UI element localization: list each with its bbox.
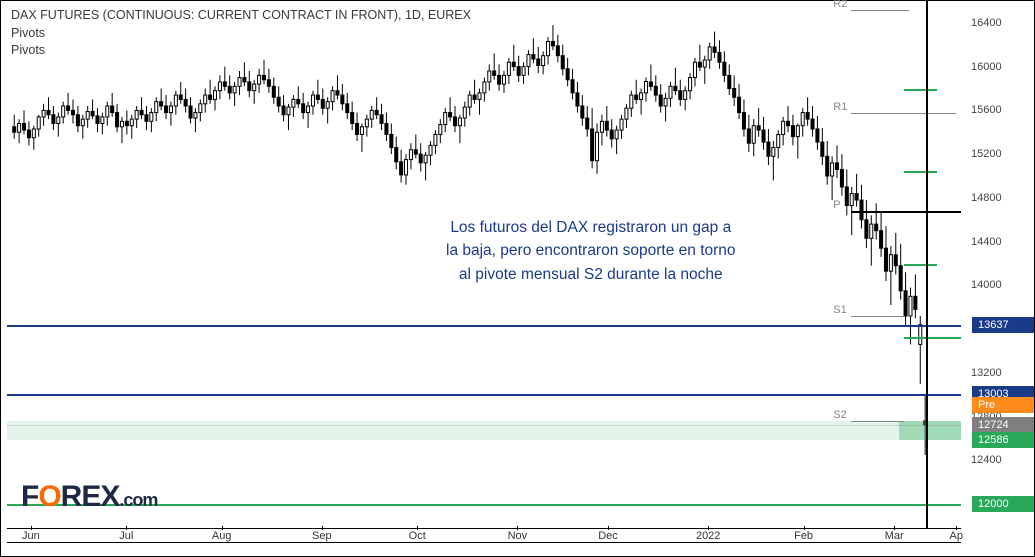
x-tick-label: Ap	[949, 530, 962, 542]
s2-band	[7, 421, 961, 440]
x-tick-label: Mar	[885, 530, 904, 542]
pivot-line-r1	[851, 113, 956, 114]
pivot-short-green	[904, 337, 961, 339]
x-tick-label: Jul	[119, 530, 133, 542]
pivot-label-r2: R2	[833, 0, 847, 10]
price-tag: 12586	[972, 432, 1034, 448]
pivot-line-p	[851, 211, 961, 213]
support-resistance-line	[7, 394, 961, 396]
pivot-short-green	[904, 89, 937, 91]
price-tag: 13637	[972, 317, 1034, 333]
y-tick: 15600	[971, 104, 1026, 116]
annotation-line: al pivote mensual S2 durante la noche	[446, 263, 736, 286]
x-tick-label: Jun	[22, 530, 40, 542]
annotation-text: Los futuros del DAX registraron un gap a…	[446, 216, 736, 286]
logo-post: REX	[61, 480, 120, 513]
y-tick: 12400	[971, 454, 1026, 466]
x-axis-secondary-line	[7, 542, 961, 543]
pivot-label-s1: S1	[833, 304, 846, 316]
y-tick: 14800	[971, 192, 1026, 204]
price-tag: 12000	[972, 496, 1034, 512]
y-axis: 1200012400128001320013600140001440014800…	[964, 1, 1034, 557]
y-tick: 16000	[971, 61, 1026, 73]
y-tick: 13200	[971, 367, 1026, 379]
x-tick-label: Sep	[312, 530, 332, 542]
logo-com: .com	[119, 490, 157, 510]
x-tick-label: Nov	[508, 530, 528, 542]
pivot-line-s1	[851, 316, 903, 317]
support-resistance-line	[7, 325, 961, 327]
current-price-dotted	[7, 425, 961, 426]
logo-pre: F	[21, 480, 38, 513]
annotation-line: Los futuros del DAX registraron un gap a	[446, 216, 736, 239]
current-time-vline	[926, 1, 928, 529]
x-tick-label: Aug	[212, 530, 232, 542]
logo-o: O	[38, 480, 60, 513]
x-tick-label: Oct	[409, 530, 426, 542]
pivot-short-green	[904, 264, 937, 266]
x-tick-label: Feb	[794, 530, 813, 542]
s2-band-inner	[899, 421, 961, 440]
x-tick-label: Dec	[598, 530, 618, 542]
x-tick-label: 2022	[696, 530, 720, 542]
pivot-label-r1: R1	[833, 101, 847, 113]
annotation-line: la baja, pero encontraron soporte en tor…	[446, 239, 736, 262]
y-tick: 16400	[971, 17, 1026, 29]
pivot-short-green	[904, 171, 937, 173]
pivot-line-s2	[851, 421, 903, 422]
pivot-label-p: P	[833, 199, 840, 211]
y-tick: 15200	[971, 148, 1026, 160]
price-tag: 12724	[972, 417, 1034, 433]
pivot-line-r2	[851, 10, 908, 11]
pivot-label-s2: S2	[833, 409, 846, 421]
chart-frame: DAX FUTURES (CONTINUOUS: CURRENT CONTRAC…	[0, 0, 1035, 557]
y-tick: 14400	[971, 236, 1026, 248]
price-tag: Pre	[972, 397, 1034, 413]
y-tick: 14000	[971, 279, 1026, 291]
forex-logo: FOREX.com	[21, 480, 157, 514]
